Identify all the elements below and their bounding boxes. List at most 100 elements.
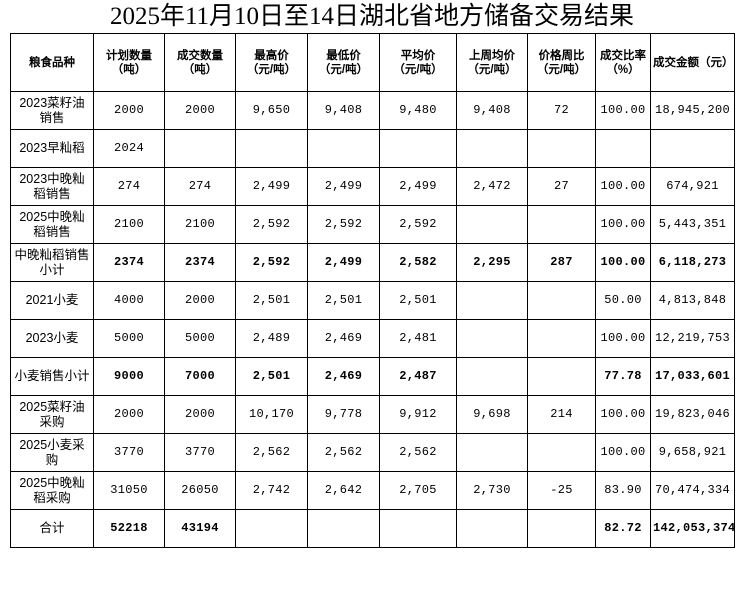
cell-rate: 83.90 [595,471,651,510]
cell-variety: 2025中晚籼稻采购 [10,471,94,510]
cell-done [164,129,236,168]
cell-rate: 100.00 [595,243,651,282]
cell-amount [650,129,735,168]
cell-rate: 82.72 [595,509,651,548]
cell-plan: 2024 [93,129,165,168]
cell-done: 2000 [164,395,236,434]
cell-done: 26050 [164,471,236,510]
cell-plan: 2100 [93,205,165,244]
cell-chg: 27 [527,167,596,206]
cell-amount: 5,443,351 [650,205,735,244]
cell-high: 2,592 [235,243,308,282]
column-header-highest-price-line2: （元/吨） [246,63,297,76]
column-header-lowest-price-line1: 最低价 [326,49,361,62]
cell-high: 2,501 [235,357,308,396]
cell-lastavg [456,357,528,396]
cell-done: 2374 [164,243,236,282]
column-header-traded-quantity: 成交数量 （吨） [164,33,236,92]
cell-lastavg: 2,295 [456,243,528,282]
cell-avg [379,509,457,548]
cell-avg [379,129,457,168]
cell-amount: 70,474,334 [650,471,735,510]
cell-low: 9,778 [307,395,380,434]
table-row: 合计 52218 43194 82.72 142,053,374 [10,509,735,548]
table-row: 2025菜籽油采购 2000 2000 10,170 9,778 9,912 9,698 21… [10,395,735,434]
cell-amount: 142,053,374 [650,509,735,548]
cell-avg: 2,562 [379,433,457,472]
cell-low: 2,499 [307,243,380,282]
cell-variety: 2023菜籽油销售 [10,91,94,130]
cell-plan: 274 [93,167,165,206]
cell-rate: 100.00 [595,395,651,434]
cell-done: 2100 [164,205,236,244]
cell-chg [527,129,596,168]
table-body: 2023菜籽油销售 2000 2000 9,650 9,408 9,480 9,408 72 1… [10,91,735,548]
cell-lastavg: 2,730 [456,471,528,510]
column-header-price-change: 价格周比 （元/吨） [527,33,596,92]
cell-lastavg: 9,698 [456,395,528,434]
table-row: 2023中晚籼稻销售 274 274 2,499 2,499 2,499 2,472 27 10… [10,167,735,206]
table-row: 2025中晚籼稻销售 2100 2100 2,592 2,592 2,592 100.00 5… [10,205,735,244]
cell-avg: 9,480 [379,91,457,130]
cell-done: 3770 [164,433,236,472]
cell-chg: 72 [527,91,596,130]
cell-low: 2,499 [307,167,380,206]
cell-rate: 100.00 [595,167,651,206]
table-row: 小麦销售小计 9000 7000 2,501 2,469 2,487 77.78 17,033… [10,357,735,396]
cell-variety: 中晚籼稻销售小计 [10,243,94,282]
table-row: 2023菜籽油销售 2000 2000 9,650 9,408 9,480 9,408 72 1… [10,91,735,130]
cell-rate: 50.00 [595,281,651,320]
cell-lastavg [456,509,528,548]
column-header-last-week-average-price-line2: （元/吨） [467,63,517,76]
cell-rate: 100.00 [595,91,651,130]
cell-variety: 合计 [10,509,94,548]
cell-chg: 214 [527,395,596,434]
results-table-container: 粮食品种 计划数量 （吨） 成交数量 （吨） 最高价 （元/吨） [10,33,735,548]
table-row: 中晚籼稻销售小计 2374 2374 2,592 2,499 2,582 2,295 287 1… [10,243,735,282]
cell-low: 2,592 [307,205,380,244]
cell-lastavg [456,281,528,320]
cell-low [307,129,380,168]
trade-results-table: 粮食品种 计划数量 （吨） 成交数量 （吨） 最高价 （元/吨） [10,33,735,548]
cell-amount: 6,118,273 [650,243,735,282]
cell-variety: 2025中晚籼稻销售 [10,205,94,244]
cell-chg [527,319,596,358]
cell-low: 2,469 [307,319,380,358]
column-header-variety: 粮食品种 [10,33,94,92]
cell-chg [527,433,596,472]
column-header-price-change-line1: 价格周比 [538,49,585,62]
column-header-average-price-line1: 平均价 [400,49,436,62]
cell-lastavg [456,129,528,168]
cell-low: 2,642 [307,471,380,510]
title-bar: 2025年11月10日至14日湖北省地方储备交易结果 [0,0,744,33]
column-header-plan-quantity-line1: 计划数量 [106,49,152,62]
cell-done: 5000 [164,319,236,358]
cell-high: 2,501 [235,281,308,320]
cell-low: 9,408 [307,91,380,130]
cell-done: 7000 [164,357,236,396]
cell-high: 9,650 [235,91,308,130]
cell-rate [595,129,651,168]
cell-amount: 17,033,601 [650,357,735,396]
cell-chg: -25 [527,471,596,510]
table-row: 2025小麦采购 3770 3770 2,562 2,562 2,562 100.00 9,6… [10,433,735,472]
cell-avg: 2,592 [379,205,457,244]
cell-low: 2,501 [307,281,380,320]
cell-avg: 2,501 [379,281,457,320]
column-header-trade-amount: 成交金额（元） [650,33,735,92]
cell-lastavg: 9,408 [456,91,528,130]
cell-lastavg: 2,472 [456,167,528,206]
column-header-plan-quantity: 计划数量 （吨） [93,33,165,92]
cell-avg: 2,487 [379,357,457,396]
cell-plan: 2374 [93,243,165,282]
cell-chg: 287 [527,243,596,282]
cell-avg: 2,582 [379,243,457,282]
cell-plan: 3770 [93,433,165,472]
cell-chg [527,509,596,548]
table-row: 2023早籼稻 2024 [10,129,735,168]
table-row: 2021小麦 4000 2000 2,501 2,501 2,501 50.00 4,813,… [10,281,735,320]
cell-avg: 2,705 [379,471,457,510]
cell-high: 2,592 [235,205,308,244]
cell-variety: 小麦销售小计 [10,357,94,396]
cell-amount: 9,658,921 [650,433,735,472]
